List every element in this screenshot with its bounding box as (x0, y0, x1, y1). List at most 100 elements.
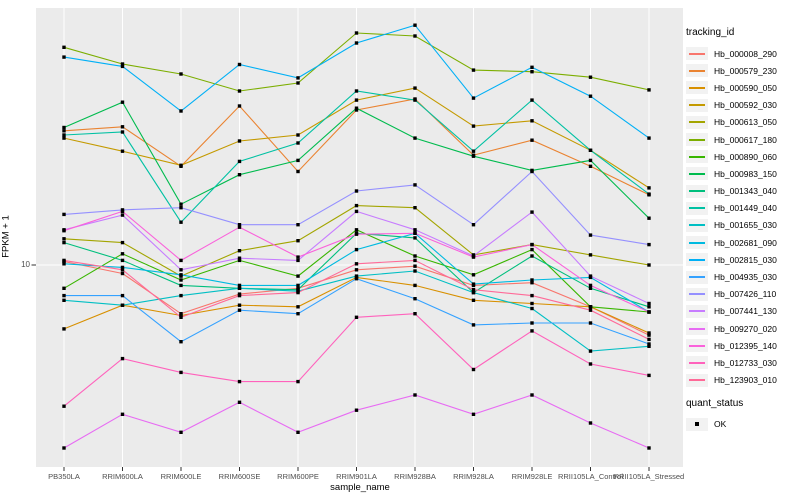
legend-item-Hb_000617_180: Hb_000617_180 (686, 131, 798, 148)
legend-key-line (686, 98, 708, 112)
legend-label: Hb_000617_180 (714, 134, 777, 145)
data-point (413, 228, 417, 232)
line-swatch-icon (689, 310, 705, 313)
legend-item-Hb_000613_050: Hb_000613_050 (686, 114, 798, 131)
data-point (179, 258, 183, 263)
line-swatch-icon (689, 121, 705, 124)
line-swatch-icon (689, 86, 705, 89)
legend-label: Hb_000008_290 (714, 48, 777, 59)
data-point (471, 323, 476, 327)
data-point (588, 233, 593, 237)
data-point (413, 98, 417, 102)
data-point (530, 169, 534, 174)
x-tick-label-9: RRII105LA_Control (558, 472, 623, 481)
data-point (120, 265, 125, 270)
x-tick-label-5: RRIM901LA (336, 472, 377, 481)
data-point (471, 412, 476, 416)
data-point (354, 41, 359, 45)
data-point (62, 229, 66, 233)
legend-key-line (686, 133, 708, 147)
data-point (296, 290, 300, 295)
data-point (296, 81, 300, 85)
legend-key-line (686, 167, 708, 181)
data-point (179, 220, 183, 224)
data-point (120, 130, 125, 134)
line-swatch-icon (689, 155, 705, 158)
data-point (647, 310, 651, 314)
data-point (413, 297, 417, 301)
data-point (296, 258, 300, 263)
legend-key-ok (686, 417, 708, 431)
line-swatch-icon (689, 361, 705, 364)
data-point (179, 313, 183, 318)
data-point (62, 55, 66, 59)
legend-item-Hb_012395_140: Hb_012395_140 (686, 337, 798, 354)
data-point (530, 301, 534, 306)
legend-title-tracking-id: tracking_id (686, 27, 735, 38)
data-point (354, 315, 359, 319)
data-point (62, 404, 66, 408)
data-point (354, 209, 359, 214)
legend-item-Hb_004935_030: Hb_004935_030 (686, 268, 798, 285)
line-swatch-icon (689, 276, 705, 279)
data-point (296, 274, 300, 278)
square-point-icon (695, 422, 699, 427)
legend-label: Hb_009270_020 (714, 323, 777, 334)
data-point (354, 232, 359, 236)
legend-key-line (686, 47, 708, 61)
data-point (647, 446, 651, 450)
x-tick-label-10: RRII105LA_Stressed (614, 472, 684, 481)
data-point (354, 277, 359, 281)
legend-key-line (686, 373, 708, 387)
legend-label: Hb_000613_050 (714, 117, 777, 128)
data-point (62, 240, 66, 245)
data-point (413, 393, 417, 397)
data-point (120, 271, 125, 276)
data-point (530, 393, 534, 397)
legend-item-Hb_000008_290: Hb_000008_290 (686, 45, 798, 62)
data-point (296, 158, 300, 163)
x-tick-label-3: RRIM600SE (219, 472, 261, 481)
data-point (179, 72, 183, 76)
legend-key-line (686, 322, 708, 336)
data-point (237, 104, 242, 108)
data-point (62, 286, 66, 290)
data-point (296, 305, 300, 309)
data-point (120, 209, 125, 214)
data-point (354, 203, 359, 208)
data-point (296, 76, 300, 80)
data-point (471, 124, 476, 128)
x-axis-title: sample_name (330, 482, 390, 493)
legend-item-Hb_007426_110: Hb_007426_110 (686, 286, 798, 303)
data-point (354, 247, 359, 252)
legend-item-Hb_001655_030: Hb_001655_030 (686, 217, 798, 234)
data-point (62, 446, 66, 450)
legend-key-line (686, 184, 708, 198)
data-point (588, 164, 593, 168)
data-point (354, 106, 359, 110)
data-point (237, 258, 242, 263)
data-point (120, 100, 125, 104)
data-point (588, 308, 593, 312)
plot-panel (36, 8, 683, 467)
data-point (588, 321, 593, 325)
line-swatch-icon (689, 138, 705, 141)
data-point (237, 249, 242, 253)
data-point (179, 283, 183, 288)
data-point (62, 262, 66, 266)
legend-key-line (686, 304, 708, 318)
line-swatch-icon (689, 207, 705, 210)
data-point (120, 125, 125, 129)
data-point (413, 264, 417, 268)
data-point (237, 308, 242, 312)
legend-label-ok: OK (714, 419, 727, 430)
data-point (471, 96, 476, 100)
data-point (530, 119, 534, 123)
x-tick-label-1: RRIM600LA (102, 472, 143, 481)
data-point (530, 293, 534, 298)
data-point (237, 293, 242, 298)
line-swatch-icon (689, 172, 705, 175)
data-point (62, 237, 66, 241)
